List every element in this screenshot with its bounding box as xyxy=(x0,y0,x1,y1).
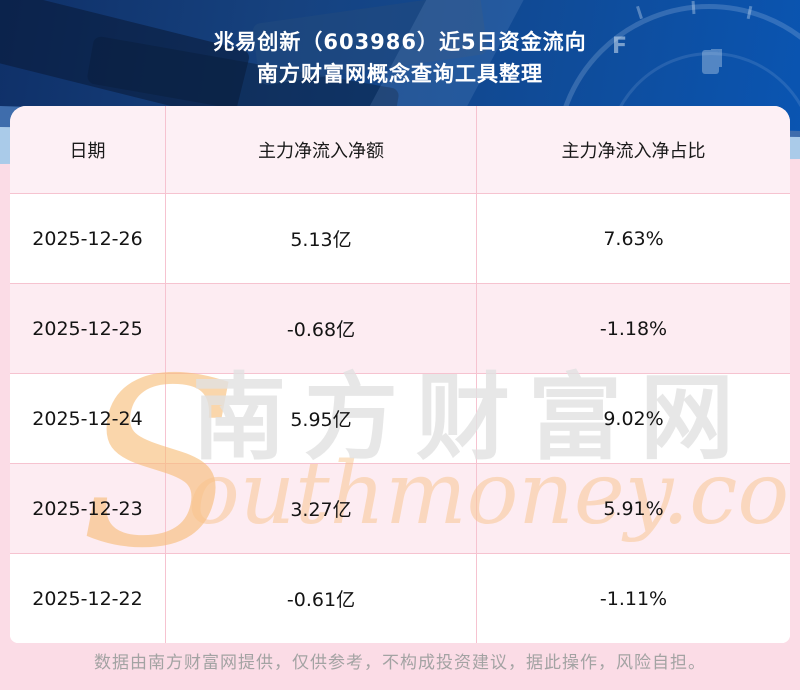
cell-net-inflow: 3.27亿 xyxy=(166,464,477,553)
cell-date: 2025-12-24 xyxy=(10,374,166,463)
page-title: 兆易创新（603986）近5日资金流向 南方财富网概念查询工具整理 xyxy=(0,26,800,90)
cell-date: 2025-12-23 xyxy=(10,464,166,553)
cell-date: 2025-12-22 xyxy=(10,554,166,643)
cell-net-inflow: 5.13亿 xyxy=(166,194,477,283)
cell-net-inflow-ratio: 7.63% xyxy=(603,227,664,250)
cell-net-inflow-ratio: -1.11% xyxy=(599,587,668,610)
cell-date: 2025-12-26 xyxy=(10,194,166,283)
column-header-net-inflow: 主力净流入净额 xyxy=(166,106,477,193)
title-line-2: 南方财富网概念查询工具整理 xyxy=(257,62,543,86)
gauge-tick xyxy=(636,5,643,20)
table-row: 2025-12-23 3.27亿 5.91% xyxy=(10,463,790,553)
disclaimer-text: 数据由南方财富网提供，仅供参考，不构成投资建议，据此操作，风险自担。 xyxy=(94,653,706,673)
cell-net-inflow: -0.68亿 xyxy=(166,284,477,373)
fund-flow-table: 日期 主力净流入净额 主力净流入净占比 2025-12-26 5.13亿 7.6… xyxy=(10,106,790,643)
gauge-tick xyxy=(691,0,696,15)
table-row: 2025-12-25 -0.68亿 -1.18% xyxy=(10,283,790,373)
cell-net-inflow-ratio: 5.91% xyxy=(603,497,664,520)
cell-net-inflow: 5.95亿 xyxy=(166,374,477,463)
fuel-pump-icon xyxy=(702,50,719,74)
table-row: 2025-12-24 5.95亿 9.02% xyxy=(10,373,790,463)
cell-net-inflow: -0.61亿 xyxy=(166,554,477,643)
gauge-full-label: F xyxy=(612,34,628,59)
table-row: 2025-12-26 5.13亿 7.63% xyxy=(10,193,790,283)
cell-net-inflow-ratio: -1.18% xyxy=(599,317,668,340)
cell-date: 2025-12-25 xyxy=(10,284,166,373)
cell-net-inflow-ratio: 9.02% xyxy=(603,407,664,430)
column-header-date: 日期 xyxy=(10,106,166,193)
table-header-row: 日期 主力净流入净额 主力净流入净占比 xyxy=(10,106,790,193)
table-row: 2025-12-22 -0.61亿 -1.11% xyxy=(10,553,790,643)
title-line-1: 兆易创新（603986）近5日资金流向 xyxy=(213,30,587,54)
column-header-net-inflow-ratio: 主力净流入净占比 xyxy=(561,140,706,162)
